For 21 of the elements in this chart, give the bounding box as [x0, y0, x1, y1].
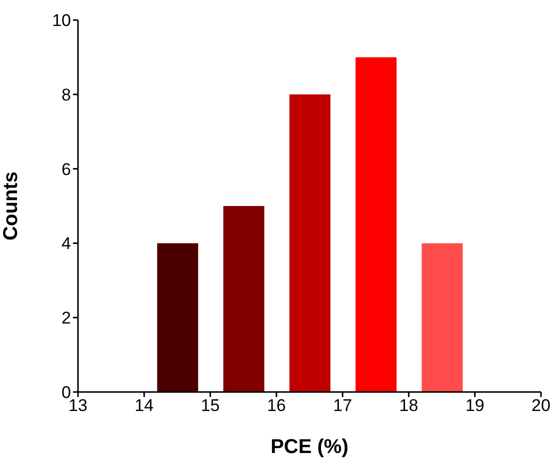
y-tick-label: 10 [52, 11, 71, 30]
x-tick-label: 16 [266, 396, 286, 416]
y-tick-label: 6 [62, 160, 71, 179]
y-tick-label: 0 [62, 383, 71, 402]
x-tick-label: 19 [465, 396, 484, 416]
bar [356, 57, 397, 392]
bar [289, 94, 330, 392]
x-tick-label: 18 [399, 396, 418, 416]
y-axis-title: Counts [0, 172, 22, 240]
x-tick-label: 17 [333, 396, 352, 416]
x-axis-title: PCE (%) [270, 436, 348, 458]
bar [422, 243, 463, 392]
bar [157, 243, 198, 392]
x-tick-label: 15 [200, 396, 220, 416]
y-tick-label: 8 [62, 85, 71, 104]
y-tick-label: 4 [62, 234, 71, 254]
x-tick-label: 13 [68, 396, 88, 416]
y-tick-label: 2 [62, 308, 71, 328]
bar [223, 206, 264, 392]
x-tick-label: 14 [134, 396, 154, 416]
x-tick-label: 20 [532, 396, 550, 416]
